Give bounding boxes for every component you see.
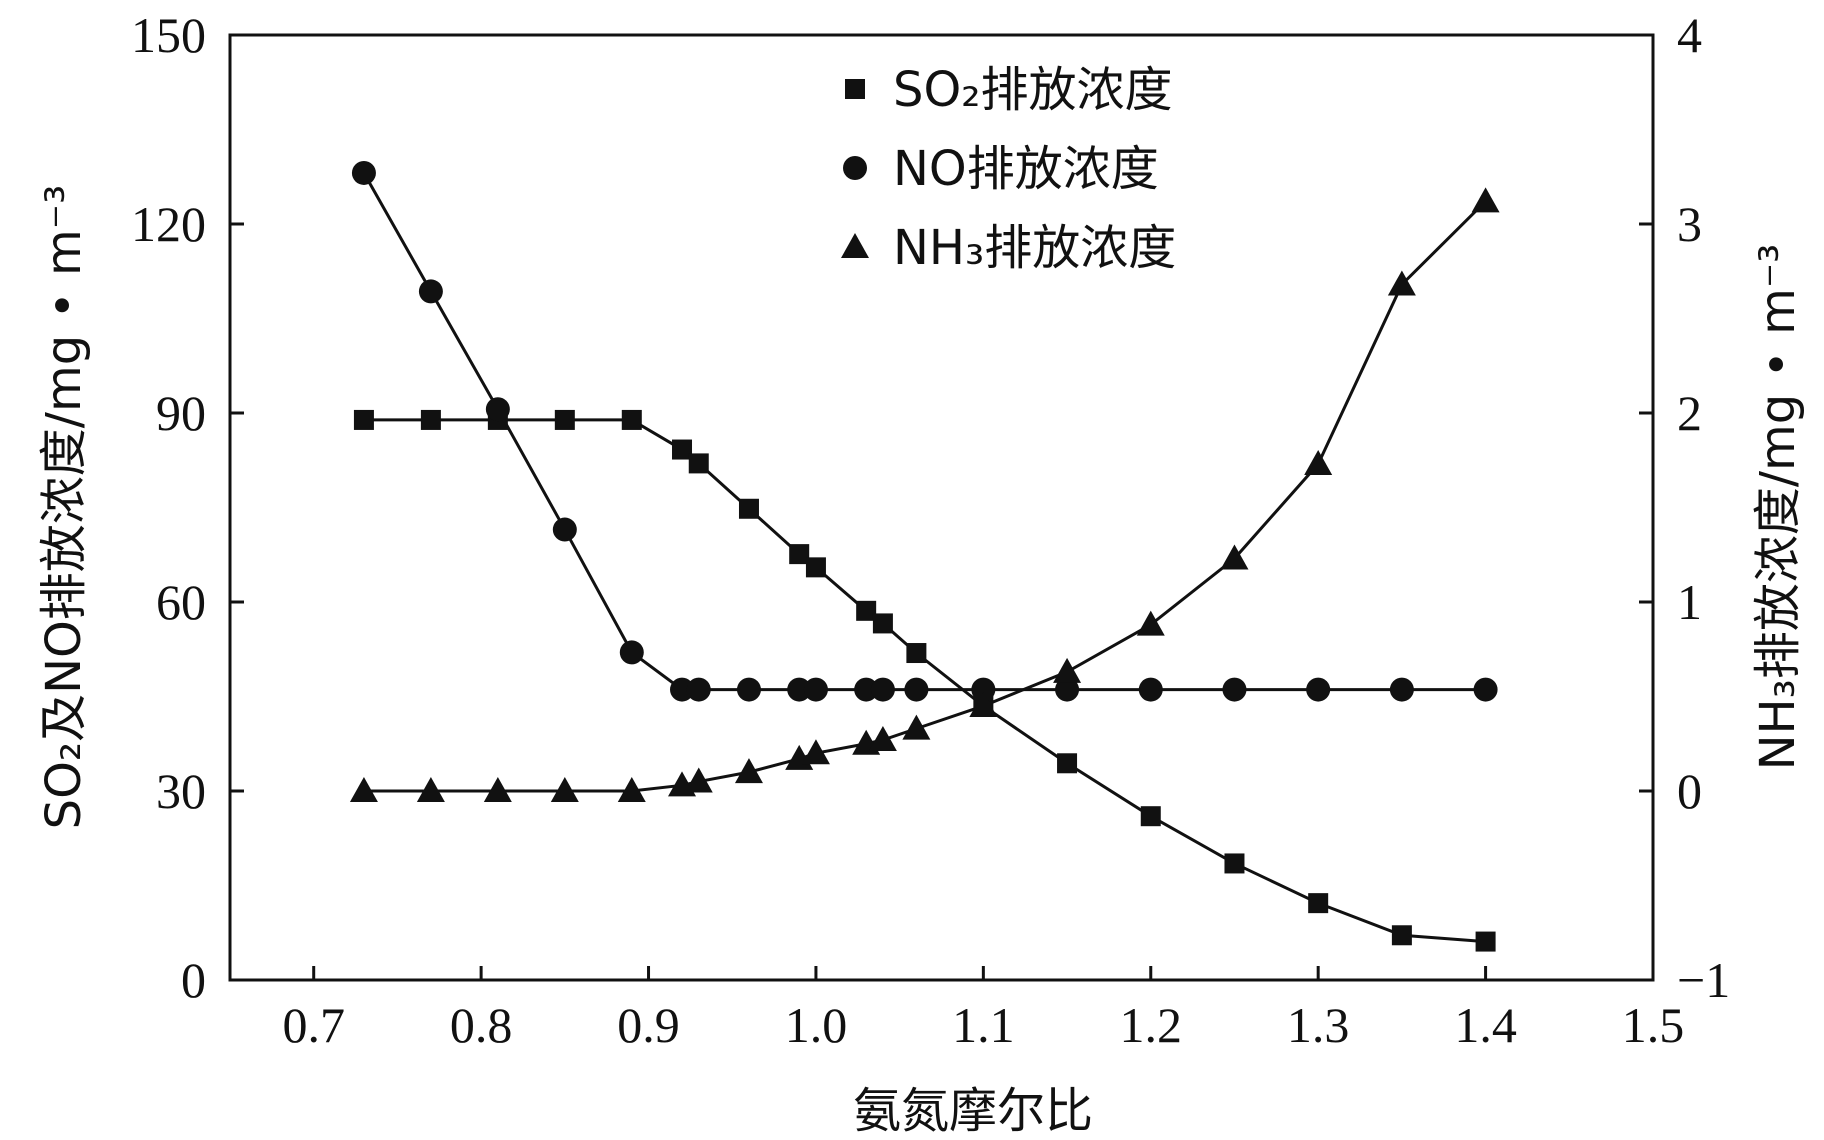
- data-point-triangle: [684, 767, 713, 793]
- data-point-circle: [485, 397, 510, 422]
- data-point-square: [672, 439, 693, 460]
- series-circle: [351, 160, 1498, 702]
- plot-frame: [228, 33, 1655, 982]
- data-point-circle: [803, 677, 828, 702]
- data-point-triangle: [1220, 544, 1249, 570]
- series-triangle: [349, 187, 1500, 802]
- data-point-circle: [619, 640, 644, 665]
- data-point-square: [420, 409, 441, 430]
- y-right-tick-label: −1: [1677, 952, 1730, 1008]
- x-axis-title: 氨氮摩尔比: [853, 1083, 1093, 1139]
- data-point-triangle: [1136, 610, 1165, 636]
- data-point-square: [1308, 893, 1329, 914]
- data-point-circle: [552, 517, 577, 542]
- data-point-circle: [971, 677, 996, 702]
- series-layer: [349, 160, 1500, 952]
- data-point-circle: [686, 677, 711, 702]
- data-point-circle: [1473, 677, 1498, 702]
- data-point-circle: [904, 677, 929, 702]
- data-point-triangle: [1387, 270, 1416, 296]
- data-point-circle: [670, 677, 695, 702]
- data-point-square: [353, 409, 374, 430]
- x-axis: 0.7 0.8 0.9 1.0 1.1 1.2 1.3 1.4 1.5: [282, 966, 1684, 1053]
- x-tick-label: 0.7: [282, 997, 345, 1053]
- data-point-triangle: [1053, 657, 1082, 683]
- legend-marker-circle: [843, 156, 867, 180]
- data-point-triangle: [617, 777, 646, 802]
- y-left-tick-label: 60: [156, 574, 206, 630]
- legend: SO₂排放浓度 NO排放浓度 NH₃排放浓度: [841, 62, 1176, 276]
- y-axis-right: −1 0 1 2 3 4: [1639, 7, 1730, 1008]
- data-point-circle: [1222, 677, 1247, 702]
- y-left-tick-label: 150: [131, 7, 206, 63]
- data-point-square: [1475, 931, 1496, 952]
- data-point-square: [1224, 853, 1245, 874]
- data-point-triangle: [550, 777, 579, 802]
- data-point-square: [906, 643, 927, 664]
- data-point-square: [856, 600, 877, 621]
- y-axis-left-title: SO₂及NO排放浓度/mg • m⁻³: [36, 185, 92, 830]
- x-tick-label: 0.8: [450, 997, 513, 1053]
- y-left-tick-label: 0: [181, 952, 206, 1008]
- data-point-square: [621, 409, 642, 430]
- data-point-triangle: [1471, 187, 1500, 213]
- y-axis-left: 0 30 60 90 120 150: [131, 7, 244, 1008]
- data-point-circle: [1055, 677, 1080, 702]
- data-point-triangle: [416, 777, 445, 802]
- y-left-tick-label: 120: [131, 196, 206, 252]
- y-right-tick-label: 4: [1677, 7, 1702, 63]
- x-tick-label: 1.3: [1287, 997, 1350, 1053]
- series-line-square: [363, 418, 1486, 944]
- data-point-circle: [854, 677, 879, 702]
- data-point-triangle: [868, 725, 897, 751]
- data-point-circle: [418, 279, 443, 304]
- y-right-tick-label: 0: [1677, 763, 1702, 819]
- y-right-tick-label: 1: [1677, 574, 1702, 630]
- plot-border: [228, 33, 1655, 982]
- legend-label-circle: NO排放浓度: [893, 141, 1159, 197]
- series-line-circle: [362, 172, 1486, 692]
- y-right-tick-label: 3: [1677, 196, 1702, 252]
- x-tick-label: 1.5: [1622, 997, 1685, 1053]
- data-point-square: [1391, 925, 1412, 946]
- data-point-square: [789, 544, 810, 565]
- data-point-triangle: [734, 758, 763, 784]
- legend-marker-square: [845, 79, 865, 99]
- data-point-square: [1057, 753, 1078, 774]
- data-point-square: [1140, 806, 1161, 827]
- x-tick-label: 1.2: [1120, 997, 1183, 1053]
- data-point-circle: [1138, 677, 1163, 702]
- data-point-triangle: [801, 739, 830, 765]
- series-line-triangle: [363, 200, 1487, 793]
- data-point-circle: [1306, 677, 1331, 702]
- x-tick-label: 1.0: [785, 997, 848, 1053]
- data-point-triangle: [483, 777, 512, 802]
- data-point-square: [688, 453, 709, 474]
- legend-marker-triangle: [841, 233, 869, 258]
- data-point-square: [554, 409, 575, 430]
- series-square: [353, 409, 1496, 952]
- data-point-triangle: [902, 714, 931, 740]
- data-point-circle: [351, 160, 376, 185]
- y-axis-right-title: NH₃排放浓度/mg • m⁻³: [1750, 244, 1806, 771]
- data-point-circle: [787, 677, 812, 702]
- data-point-circle: [870, 677, 895, 702]
- y-left-tick-label: 30: [156, 763, 206, 819]
- data-point-square: [805, 557, 826, 578]
- data-point-circle: [736, 677, 761, 702]
- x-tick-label: 0.9: [617, 997, 680, 1053]
- data-point-triangle: [969, 691, 998, 717]
- x-tick-label: 1.4: [1454, 997, 1517, 1053]
- x-tick-label: 1.1: [952, 997, 1015, 1053]
- legend-label-square: SO₂排放浓度: [893, 62, 1173, 118]
- data-point-square: [738, 498, 759, 519]
- legend-label-triangle: NH₃排放浓度: [893, 220, 1176, 276]
- data-point-circle: [1389, 677, 1414, 702]
- data-point-square: [872, 613, 893, 634]
- data-point-triangle: [349, 777, 378, 802]
- data-point-triangle: [1304, 450, 1333, 476]
- y-right-tick-label: 2: [1677, 385, 1702, 441]
- y-left-tick-label: 90: [156, 385, 206, 441]
